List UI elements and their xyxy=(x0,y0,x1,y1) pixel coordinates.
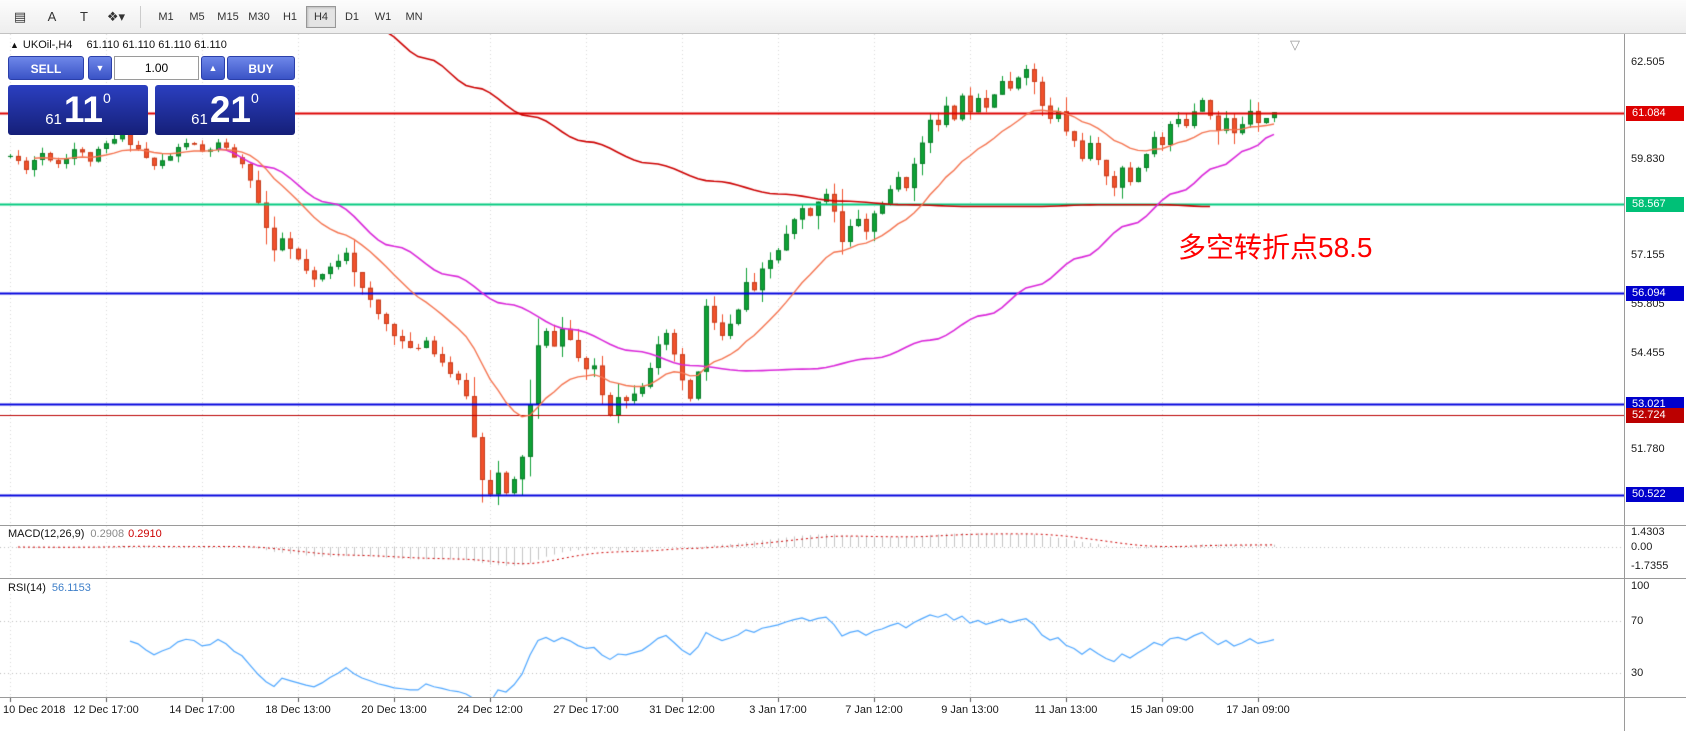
rsi-title-text: RSI(14) xyxy=(8,582,46,594)
price-tag: 52.724 xyxy=(1626,407,1684,423)
panel-separator[interactable] xyxy=(0,578,1686,579)
price-tag: 61.084 xyxy=(1626,105,1684,121)
macd-indicator-title: MACD(12,26,9) 0.2908 0.2910 xyxy=(8,528,162,540)
time-axis[interactable]: 10 Dec 2018 12 Dec 17:00 14 Dec 17:00 18 De… xyxy=(0,697,1624,731)
price-axis-label: 62.505 xyxy=(1631,55,1665,68)
sell-price-pipette: 0 xyxy=(103,90,111,106)
timeframe-button-D1[interactable]: D1 xyxy=(344,10,360,23)
buy-button[interactable]: BUY xyxy=(227,56,295,80)
timeframe-button-H4[interactable]: H4 xyxy=(306,5,336,28)
price-axis-border xyxy=(1624,34,1625,731)
timeframe-button-W1[interactable]: W1 xyxy=(374,10,392,23)
time-axis-label: 24 Dec 12:00 xyxy=(457,704,523,716)
time-axis-label: 31 Dec 12:00 xyxy=(649,704,715,716)
price-axis[interactable]: 62.505 59.830 57.155 55.805 54.455 51.780 61.0… xyxy=(1625,34,1686,731)
time-axis-label: 11 Jan 13:00 xyxy=(1034,704,1098,716)
volume-increase-button[interactable]: ▲ xyxy=(201,56,225,80)
sell-price-pips: 11 xyxy=(63,89,103,130)
time-axis-label: 18 Dec 13:00 xyxy=(265,704,331,716)
indicator-axis-label: 0.00 xyxy=(1631,541,1653,553)
toolbar-icons: ▤ A T ❖▾ xyxy=(6,4,130,30)
timeframe-button-MN[interactable]: MN xyxy=(405,10,423,23)
time-axis-label: 3 Jan 17:00 xyxy=(749,704,807,716)
ohlc-values: 61.110 61.110 61.110 61.110 xyxy=(86,39,227,51)
timeframe-button-H1[interactable]: H1 xyxy=(282,10,298,23)
time-axis-label: 27 Dec 17:00 xyxy=(553,704,619,716)
price-axis-label: 59.830 xyxy=(1631,152,1665,165)
chart-shift-marker-icon[interactable]: ▽ xyxy=(1290,37,1300,52)
time-axis-label: 17 Jan 09:00 xyxy=(1226,704,1290,716)
time-axis-label: 12 Dec 17:00 xyxy=(73,704,139,716)
symbol-info: ▲ UKOil-,H4 61.110 61.110 61.110 61.110 xyxy=(10,39,227,51)
price-tag: 58.567 xyxy=(1626,196,1684,212)
timeframe-button-M15[interactable]: M15 xyxy=(217,10,239,23)
volume-input[interactable] xyxy=(114,56,199,80)
time-axis-label: 14 Dec 17:00 xyxy=(169,704,235,716)
price-tag: 56.094 xyxy=(1626,285,1684,301)
buy-price-pipette: 0 xyxy=(251,90,259,106)
timeframe-button-M5[interactable]: M5 xyxy=(189,10,205,23)
indicator-axis-label: 100 xyxy=(1631,580,1650,592)
toolbar: ▤ A T ❖▾ M1 M5 M15 M30 H1 H4 D1 W1 MN xyxy=(0,0,1686,34)
price-axis-label: 54.455 xyxy=(1631,346,1665,359)
chart-area: ▲ UKOil-,H4 61.110 61.110 61.110 61.110 SE… xyxy=(0,34,1686,731)
volume-decrease-button[interactable]: ▼ xyxy=(88,56,112,80)
sell-button[interactable]: SELL xyxy=(8,56,84,80)
chart-grid-icon[interactable]: ▤ xyxy=(13,8,27,24)
shapes-dropdown-icon[interactable]: ❖▾ xyxy=(106,8,126,24)
macd-title-text: MACD(12,26,9) xyxy=(8,528,85,540)
timeframe-button-M30[interactable]: M30 xyxy=(248,10,270,23)
chart-canvas[interactable] xyxy=(0,34,1624,731)
indicator-axis-label: 1.4303 xyxy=(1631,526,1665,538)
buy-price-display[interactable]: 61 21 0 xyxy=(155,85,295,135)
chart-annotation-text[interactable]: 多空转折点58.5 xyxy=(1178,232,1373,263)
macd-signal-value: 0.2910 xyxy=(128,528,162,540)
indicator-axis-label: 30 xyxy=(1631,667,1644,680)
price-axis-label: 57.155 xyxy=(1631,249,1665,262)
panel-separator[interactable] xyxy=(0,525,1686,526)
indicator-axis-label: 70 xyxy=(1631,614,1644,627)
timeframe-button-M1[interactable]: M1 xyxy=(158,10,174,23)
indicator-axis-label: -1.7355 xyxy=(1631,560,1669,573)
time-axis-label: 7 Jan 12:00 xyxy=(845,704,903,716)
price-axis-label: 51.780 xyxy=(1631,443,1665,456)
price-tag: 50.522 xyxy=(1626,487,1684,503)
time-axis-separator xyxy=(0,697,1686,698)
collapse-panel-icon[interactable]: ▲ xyxy=(10,40,19,50)
rsi-value: 56.1153 xyxy=(51,582,91,594)
time-axis-label: 20 Dec 13:00 xyxy=(361,704,427,716)
sell-price-display[interactable]: 61 11 0 xyxy=(8,85,148,135)
rsi-indicator-title: RSI(14) 56.1153 xyxy=(8,582,91,594)
font-tool-icon[interactable]: A xyxy=(47,9,57,24)
sell-price-int: 61 xyxy=(45,111,62,128)
time-axis-label: 15 Jan 09:00 xyxy=(1130,704,1194,716)
macd-main-value: 0.2908 xyxy=(90,528,125,540)
one-click-trading-widget: SELL ▼ ▲ BUY 61 11 0 61 21 0 xyxy=(8,56,295,135)
timeframe-bar: M1 M5 M15 M30 H1 H4 D1 W1 MN xyxy=(151,5,429,28)
buy-price-int: 61 xyxy=(191,111,208,128)
text-tool-icon[interactable]: T xyxy=(80,9,88,24)
buy-price-pips: 21 xyxy=(209,89,252,130)
symbol-title: UKOil-,H4 xyxy=(22,39,73,51)
toolbar-divider xyxy=(140,5,141,28)
time-axis-label: 9 Jan 13:00 xyxy=(941,704,999,716)
time-axis-label: 10 Dec 2018 xyxy=(3,704,66,716)
